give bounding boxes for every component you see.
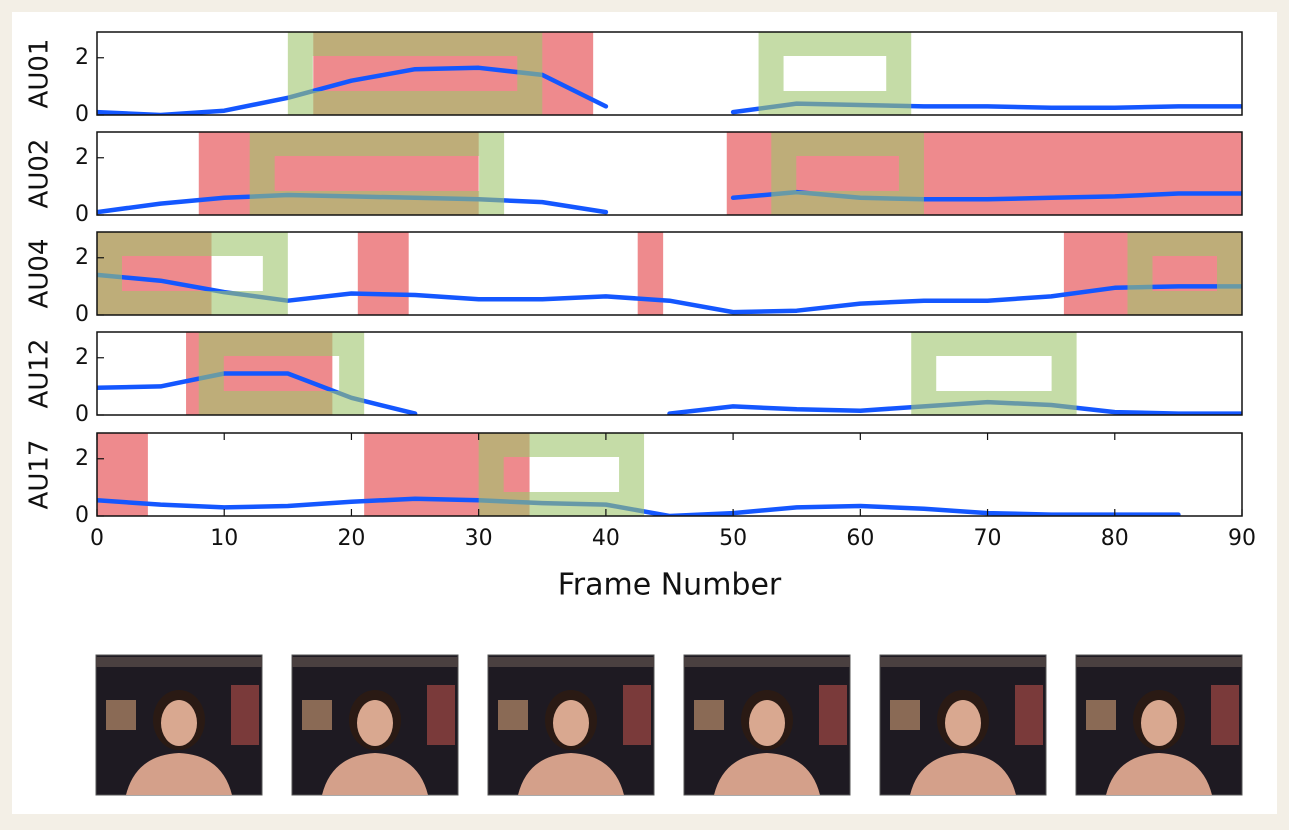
face <box>161 700 197 746</box>
face <box>1141 700 1177 746</box>
books <box>1211 685 1239 745</box>
y-tick-label: 0 <box>75 202 89 227</box>
x-tick-label: 60 <box>846 526 874 551</box>
shelf <box>880 657 1046 667</box>
ground-truth-span <box>358 232 409 315</box>
books <box>498 700 528 730</box>
shelf <box>292 657 458 667</box>
face <box>553 700 589 746</box>
thumbnail <box>880 655 1046 795</box>
books <box>819 685 847 745</box>
books <box>302 700 332 730</box>
x-tick-label: 10 <box>210 526 238 551</box>
books <box>890 700 920 730</box>
thumbnail <box>96 655 262 795</box>
x-tick-label: 40 <box>592 526 620 551</box>
y-tick-label: 2 <box>75 45 89 70</box>
books <box>106 700 136 730</box>
x-tick-label: 20 <box>337 526 365 551</box>
shelf <box>96 657 262 667</box>
x-axis-label: Frame Number <box>558 568 782 603</box>
face <box>357 700 393 746</box>
face <box>945 700 981 746</box>
y-tick-label: 0 <box>75 302 89 327</box>
y-tick-label: 0 <box>75 102 89 127</box>
thumbnail <box>292 655 458 795</box>
y-axis-label: AU02 <box>25 139 55 209</box>
y-tick-label: 0 <box>75 402 89 427</box>
x-tick-label: 90 <box>1228 526 1256 551</box>
ground-truth-span <box>638 232 663 315</box>
books <box>1015 685 1043 745</box>
x-tick-label: 50 <box>719 526 747 551</box>
y-tick-label: 2 <box>75 145 89 170</box>
face <box>749 700 785 746</box>
x-tick-label: 30 <box>465 526 493 551</box>
y-axis-label: AU17 <box>25 440 55 510</box>
plot-area <box>97 433 1242 516</box>
y-axis-label: AU12 <box>25 339 55 409</box>
figure: 0 2 AU01 0 2 AU02 0 2 AU04 0 2 AU12 0 2 AU17 0 10 20 30 40 5… <box>0 0 1289 826</box>
thumbnail <box>1076 655 1242 795</box>
books <box>231 685 259 745</box>
x-tick-label: 80 <box>1101 526 1129 551</box>
x-tick-label: 0 <box>90 526 104 551</box>
y-axis-label: AU04 <box>25 239 55 309</box>
books <box>694 700 724 730</box>
y-tick-label: 2 <box>75 345 89 370</box>
thumbnail <box>488 655 654 795</box>
y-tick-label: 2 <box>75 446 89 471</box>
x-tick-label: 70 <box>974 526 1002 551</box>
shelf <box>684 657 850 667</box>
thumbnail <box>684 655 850 795</box>
y-tick-label: 0 <box>75 503 89 528</box>
shelf <box>488 657 654 667</box>
shelf <box>1076 657 1242 667</box>
books <box>427 685 455 745</box>
y-tick-label: 2 <box>75 245 89 270</box>
books <box>623 685 651 745</box>
y-axis-label: AU01 <box>25 39 55 109</box>
books <box>1086 700 1116 730</box>
